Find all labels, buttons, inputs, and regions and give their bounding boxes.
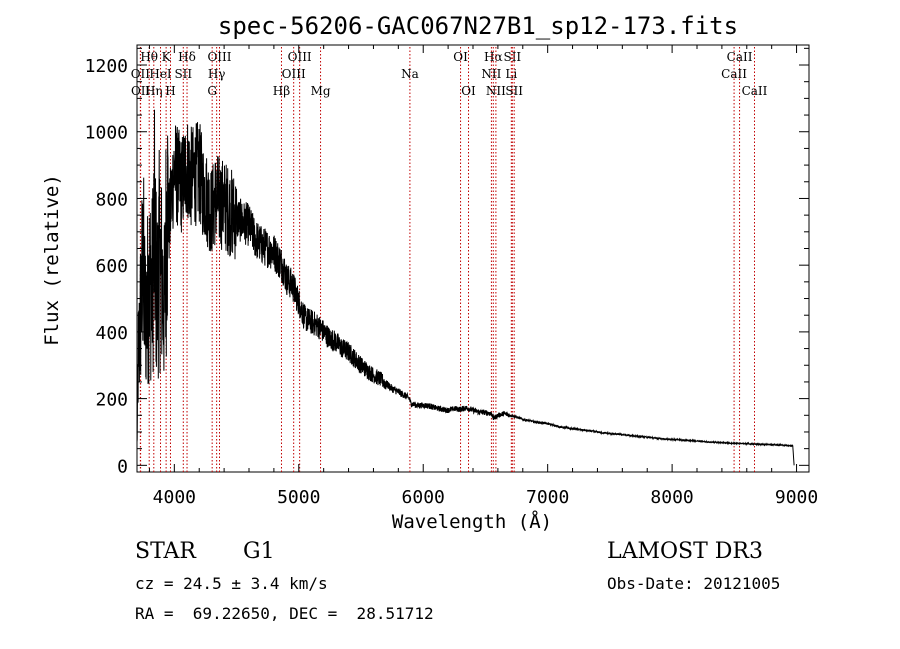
x-tick-label-4000: 4000 <box>153 487 196 508</box>
line-marker-label-24: SII <box>505 84 523 98</box>
line-marker-label-7: H <box>165 84 175 98</box>
obs-date: Obs-Date: 20121005 <box>607 574 781 593</box>
line-marker-label-27: CaII <box>742 84 768 98</box>
spectrum-line <box>136 109 795 466</box>
y-tick-label-1000: 1000 <box>85 123 128 144</box>
line-marker-label-1: OII <box>131 84 151 98</box>
line-marker-label-9: OIII <box>207 50 231 64</box>
line-marker-label-18: OI <box>461 84 476 98</box>
y-tick-label-0: 0 <box>117 456 128 477</box>
x-tick-label-5000: 5000 <box>277 487 320 508</box>
line-marker-label-3: Hη <box>145 84 163 98</box>
x-axis-label: Wavelength (Å) <box>392 510 552 533</box>
line-marker-label-11: G <box>207 84 217 98</box>
chart-title: spec-56206-GAC067N27B1_sp12-173.fits <box>218 12 738 40</box>
line-marker-label-17: OI <box>453 50 468 64</box>
line-marker-label-8: Hδ <box>178 50 196 64</box>
redshift-value: cz = 24.5 ± 3.4 km/s <box>135 574 328 593</box>
line-marker-label-21: NII <box>486 84 506 98</box>
line-marker-label-15: Mg <box>311 84 331 98</box>
survey-name: LAMOST DR3 <box>607 539 763 564</box>
line-marker-label-20: NII <box>481 67 501 81</box>
line-marker-label-19: Hα <box>484 50 503 64</box>
line-marker-label-14: OIII <box>282 67 306 81</box>
x-tick-label-7000: 7000 <box>526 487 569 508</box>
x-tick-label-8000: 8000 <box>650 487 693 508</box>
x-axis: 4000 5000 6000 7000 8000 9000 <box>148 45 818 508</box>
y-tick-label-200: 200 <box>95 390 128 411</box>
line-marker-label-26: CaII <box>721 67 747 81</box>
x-tick-label-9000: 9000 <box>775 487 818 508</box>
coordinates: RA = 69.22650, DEC = 28.51712 <box>135 604 434 623</box>
x-tick-label-6000: 6000 <box>402 487 445 508</box>
line-marker-label-0: OII <box>131 67 151 81</box>
y-tick-label-600: 600 <box>95 256 128 277</box>
line-marker-label-25: CaII <box>727 50 753 64</box>
line-marker-label-6: SII <box>174 67 192 81</box>
line-marker-label-16: Na <box>401 67 419 81</box>
object-class: STAR <box>135 539 196 564</box>
subclass: G1 <box>243 539 275 564</box>
line-marker-label-4: HeI <box>149 67 172 81</box>
line-marker-label-12: Hβ <box>273 84 290 98</box>
line-marker-label-5: K <box>162 50 172 64</box>
y-tick-label-800: 800 <box>95 189 128 210</box>
y-tick-label-1200: 1200 <box>85 56 128 77</box>
line-marker-label-13: OIII <box>288 50 312 64</box>
line-marker-label-2: Hθ <box>140 50 158 64</box>
line-marker-label-10: Hγ <box>208 67 226 81</box>
series-flux <box>136 109 795 466</box>
y-tick-label-400: 400 <box>95 323 128 344</box>
y-axis-label: Flux (relative) <box>41 174 63 346</box>
y-axis: 0 200 400 600 800 1000 1200 <box>85 47 809 477</box>
line-marker-label-23: Li <box>505 67 517 81</box>
line-marker-label-22: SII <box>503 50 521 64</box>
